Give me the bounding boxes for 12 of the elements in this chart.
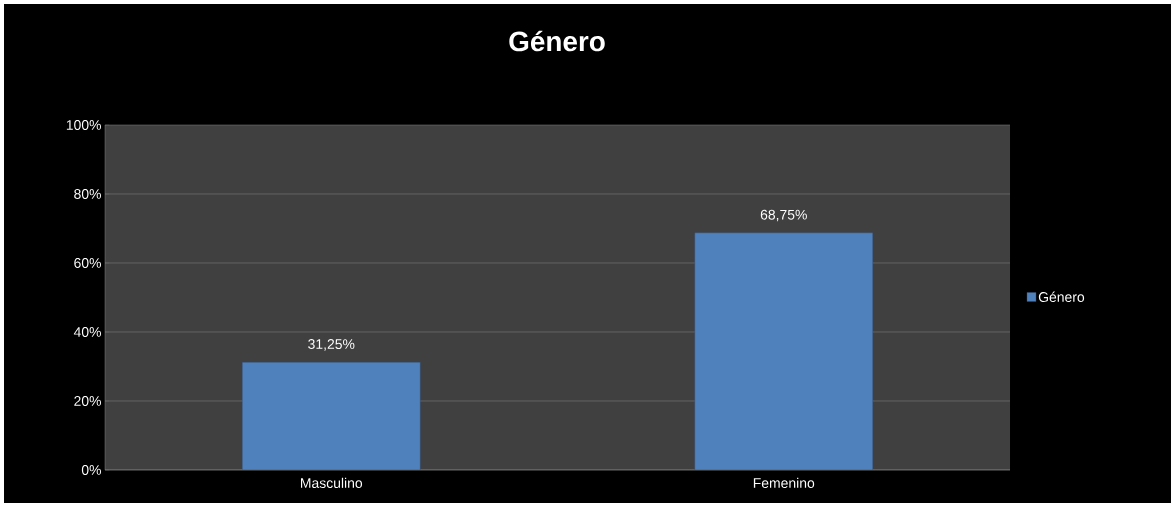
y-tick-label: 20%: [74, 396, 101, 406]
y-tick-label: 60%: [74, 258, 101, 268]
x-tick-label: Femenino: [753, 477, 815, 488]
y-tick-label: 40%: [73, 327, 101, 337]
y-tick-label: 100%: [66, 120, 101, 130]
x-tick-label: Masculino: [301, 477, 363, 488]
data-label: 31,25%: [308, 339, 355, 351]
y-tick-label: 0%: [81, 465, 101, 475]
chart-title: Género: [509, 30, 605, 52]
legend-label: Género: [1038, 291, 1085, 303]
y-tick-label: 80%: [74, 189, 101, 199]
data-label: 68,75%: [760, 209, 807, 222]
